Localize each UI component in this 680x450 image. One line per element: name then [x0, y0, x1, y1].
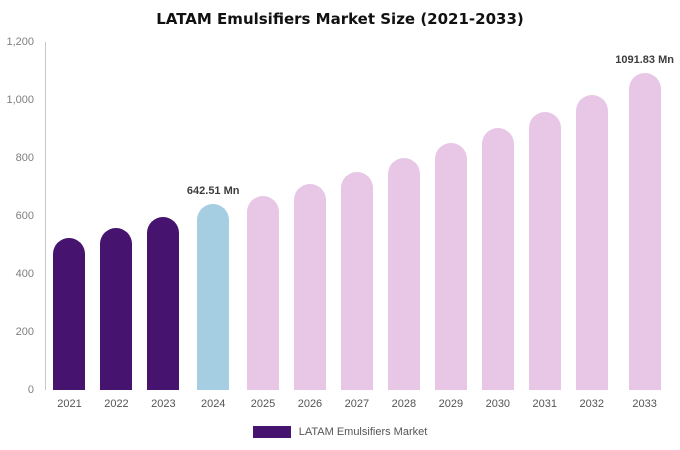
x-axis-label: 2022	[104, 398, 129, 410]
legend: LATAM Emulsifiers Market	[0, 426, 680, 438]
y-axis-tick-label: 1,000	[6, 94, 34, 106]
x-axis-label: 2021	[57, 398, 82, 410]
legend-label: LATAM Emulsifiers Market	[298, 426, 428, 438]
bar-slot: 2030	[474, 42, 521, 410]
bar-slot: 2026	[286, 42, 333, 410]
x-axis-label: 2029	[438, 398, 464, 410]
y-axis-tick-label: 800	[15, 152, 34, 164]
bar-2031	[528, 112, 561, 390]
bar-2028	[387, 158, 420, 390]
plot-area: 2021 2022 2023 642.51 Mn 2024 2025 2026 2027 202…	[45, 42, 674, 410]
y-axis-tick-label: 0	[27, 384, 34, 396]
bar-2033	[628, 73, 661, 390]
x-axis-label: 2027	[344, 398, 370, 410]
bar-slot: 2032	[568, 42, 615, 410]
bar-slot: 2031	[521, 42, 568, 410]
y-axis-tick-label: 1,200	[6, 36, 34, 48]
bar-2022	[100, 227, 133, 390]
y-axis-tick-label: 200	[15, 326, 34, 338]
chart-title: LATAM Emulsifiers Market Size (2021-2033…	[156, 10, 524, 28]
bar-slot: 2025	[240, 42, 287, 410]
bar-2032	[575, 95, 608, 390]
bar-2024	[197, 203, 230, 390]
bar-slot: 2022	[93, 42, 140, 410]
x-axis-label: 2028	[391, 398, 417, 410]
bar-slot: 642.51 Mn 2024	[186, 42, 240, 410]
bar-slot: 2028	[380, 42, 427, 410]
bar-value-label: 1091.83 Mn	[615, 54, 674, 67]
bar-slot: 2021	[46, 42, 93, 410]
x-axis-label: 2026	[297, 398, 323, 410]
bar-slot: 2029	[427, 42, 474, 410]
bar-value-label: 642.51 Mn	[186, 184, 240, 197]
x-axis-label: 2032	[579, 398, 604, 410]
bar-slot: 2023	[140, 42, 187, 410]
bar-2026	[293, 183, 326, 390]
y-axis-tick-label: 600	[15, 210, 34, 222]
bar-2021	[53, 238, 86, 390]
bar-2023	[147, 216, 180, 390]
x-axis-label: 2023	[151, 398, 176, 410]
y-axis-tick-label: 400	[15, 268, 34, 280]
bar-2025	[246, 195, 279, 390]
bar-slot: 2027	[333, 42, 380, 410]
bar-2029	[434, 143, 467, 390]
bar-2030	[481, 128, 514, 390]
y-axis: 0 200 400 600 800 1,000 1,200	[0, 36, 40, 396]
x-axis-label: 2025	[250, 398, 276, 410]
x-axis-label: 2033	[632, 398, 657, 410]
x-axis-label: 2031	[532, 398, 558, 410]
legend-swatch	[252, 426, 291, 438]
bar-2027	[340, 171, 373, 390]
x-axis-label: 2030	[485, 398, 511, 410]
bar-slot: 1091.83 Mn 2033	[615, 42, 674, 410]
x-axis-label: 2024	[200, 398, 226, 410]
